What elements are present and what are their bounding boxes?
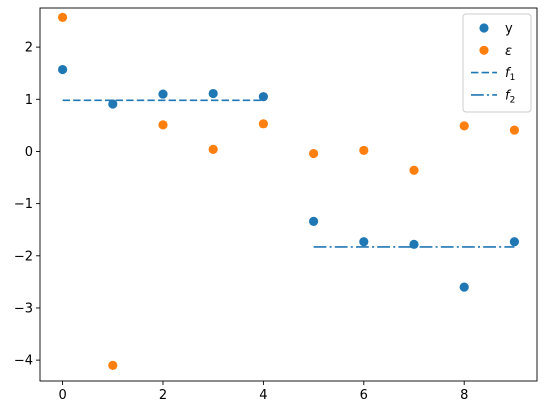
scatter-point-y (359, 237, 369, 247)
scatter-point-y (208, 88, 218, 99)
scatter-point-epsilon (108, 360, 118, 370)
y-tick-label: −4 (14, 354, 33, 369)
scatter-point-y (459, 282, 469, 292)
scatter-point-epsilon (359, 145, 369, 156)
scatter-point-epsilon (409, 165, 419, 175)
x-axis: 0 2 4 6 8 (58, 381, 468, 403)
scatter-point-y (509, 237, 520, 247)
scatter-point-epsilon (309, 148, 319, 159)
scatter-point-y (258, 92, 268, 102)
x-tick-label: 6 (360, 388, 368, 403)
legend-handle-marker (479, 23, 489, 33)
scatter-point-y (108, 99, 118, 109)
y-axis: 2 1 0 −1 −2 −3 −4 (14, 41, 40, 369)
scatter-point-epsilon (57, 12, 68, 22)
y-tick-label: 2 (25, 41, 33, 56)
y-tick-label: −3 (14, 301, 33, 316)
y-tick-label: −2 (14, 249, 33, 264)
scatter-point-y (309, 216, 319, 226)
legend-label: f1 (505, 66, 515, 83)
y-tick-label: −1 (14, 197, 33, 212)
legend: yε f1 f2 (462, 13, 532, 113)
x-tick-label: 4 (259, 388, 267, 403)
plot-area (57, 12, 520, 370)
legend-label: f2 (505, 88, 515, 105)
y-tick-label: 1 (25, 93, 33, 108)
legend-handle-marker (479, 45, 489, 55)
axes-frame (39, 7, 538, 382)
y-tick-label: 0 (25, 145, 33, 160)
scatter-point-epsilon (258, 119, 268, 129)
legend-box (462, 13, 532, 113)
x-tick-label: 8 (460, 388, 468, 403)
scatter-point-y (158, 89, 168, 99)
x-tick-label: 2 (159, 388, 167, 403)
legend-label: ε (505, 44, 512, 59)
scatter-point-y (57, 64, 68, 75)
scatter-point-epsilon (459, 121, 469, 131)
legend-label: y (505, 22, 513, 37)
scatter-point-epsilon (509, 125, 520, 135)
x-tick-label: 0 (58, 388, 66, 403)
scatter-point-epsilon (158, 120, 168, 130)
scatter-point-epsilon (208, 144, 218, 154)
